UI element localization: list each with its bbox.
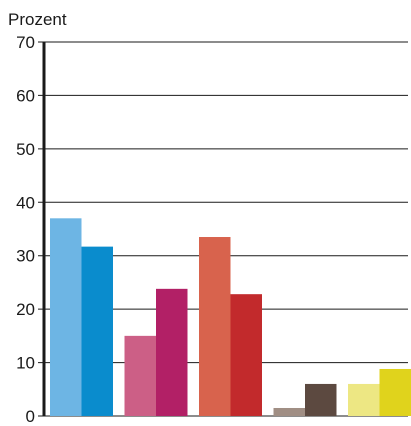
bar-group-2-bar-1 [124, 335, 156, 416]
y-tick-label: 20 [16, 300, 35, 319]
y-tick-label: 50 [16, 140, 35, 159]
bar-group-3-bar-2 [230, 294, 262, 416]
y-tick-label: 70 [16, 33, 35, 52]
y-tick-label: 0 [26, 407, 35, 426]
y-tick-label: 60 [16, 86, 35, 105]
y-axis-unit-label: Prozent [8, 10, 67, 29]
y-tick-label: 40 [16, 193, 35, 212]
bar-group-1-bar-1 [50, 218, 82, 416]
bar-group-3-bar-1 [199, 237, 231, 416]
bar-group-4-bar-1 [273, 407, 305, 416]
bar-group-5-bar-1 [348, 383, 380, 416]
bar-group-1-bar-2 [81, 246, 113, 416]
bar-group-4-bar-2 [305, 383, 337, 416]
y-tick-label: 30 [16, 247, 35, 266]
bar-group-2-bar-2 [156, 288, 188, 416]
y-tick-label: 10 [16, 354, 35, 373]
bar-group-5-bar-2 [379, 368, 411, 416]
bars [50, 218, 411, 416]
y-tick-labels: 0 10 20 30 40 50 60 70 [16, 33, 35, 426]
